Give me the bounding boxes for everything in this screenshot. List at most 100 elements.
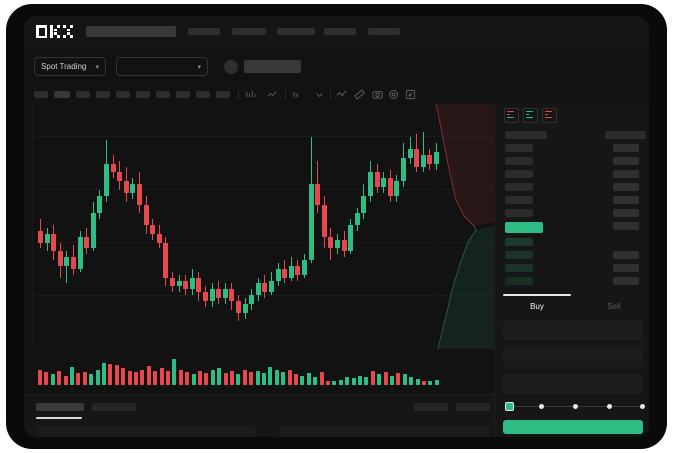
orderbook-col-header [505,131,547,139]
settings-icon[interactable] [388,89,399,100]
chart-interval-option[interactable] [116,91,130,98]
chart-interval-option[interactable] [196,91,210,98]
candlestick-chart-icon[interactable] [245,89,256,100]
orderbook-trade-panel: Buy Sell [494,104,649,437]
orderbook-row[interactable] [505,196,533,204]
chart-interval-option[interactable] [76,91,90,98]
candlestick [354,104,360,349]
volume-bar [146,366,151,385]
volume-bar [351,377,356,385]
candlestick [130,104,136,349]
candlestick [368,104,373,349]
header-nav-item[interactable] [188,28,220,35]
candlestick [374,104,380,349]
amount-slider-step[interactable] [640,404,645,409]
volume-bar [57,370,62,385]
volume-bar [402,374,407,385]
orderbook-row-value [613,222,639,230]
candlestick [123,104,129,349]
chevron-down-icon[interactable] [314,89,325,100]
candlestick [170,104,175,349]
candlestick [407,104,413,349]
amount-slider-handle[interactable] [505,402,514,411]
drawing-tools-icon[interactable] [336,89,347,100]
order-field[interactable] [503,347,643,367]
chart-gridlines [24,104,494,349]
orderbook-bids-icon[interactable] [523,108,538,123]
fullscreen-icon[interactable] [405,89,416,100]
header-nav-item[interactable] [232,28,266,35]
volume-bar [172,359,177,385]
volume-bar [108,363,113,385]
order-field[interactable] [503,374,643,394]
ruler-icon[interactable] [354,89,365,100]
orderbook-row[interactable] [505,170,533,178]
place-buy-order-button[interactable] [503,420,643,434]
volume-bar [287,369,292,385]
orderbook-row-value [613,170,639,178]
candlestick [282,104,288,349]
volume-bar [390,375,394,385]
amount-slider-step[interactable] [607,404,612,409]
volume-bar [76,373,81,385]
orderbook-row-value [613,196,639,204]
okx-logo[interactable] [36,25,76,38]
orderbook-row-value [613,183,639,191]
header-nav-item[interactable] [324,28,356,35]
candlestick [189,104,195,349]
header-search-placeholder[interactable] [86,26,176,37]
chart-interval-option[interactable] [176,91,190,98]
tab-buy[interactable]: Buy [530,302,544,311]
volume-bar [364,376,369,385]
volume-bar [306,373,311,385]
orderbook-row[interactable] [505,238,533,246]
orderbook-both-icon[interactable] [504,108,519,123]
line-chart-icon[interactable] [267,89,278,100]
orderbook-row[interactable] [505,157,533,165]
orders-tab-active[interactable] [36,403,84,411]
orderbook-row[interactable] [505,144,533,152]
chart-interval-option[interactable] [96,91,110,98]
candlestick [143,104,149,349]
chart-interval-option[interactable] [136,91,150,98]
volume-bar [281,372,286,385]
orderbook-row[interactable] [505,183,533,191]
orders-tab[interactable] [92,403,136,411]
candlestick [269,104,274,349]
candlestick [387,104,393,349]
volume-bar [114,364,119,385]
header-nav-item[interactable] [277,28,315,35]
chart-interval-option[interactable] [216,91,230,98]
orderbook-row[interactable] [505,277,533,285]
orderbook-row[interactable] [505,251,533,259]
camera-icon[interactable] [372,89,383,100]
orders-action[interactable] [414,403,448,411]
indicators-icon[interactable]: fx [292,89,303,100]
order-field[interactable] [503,320,643,340]
amount-slider-step[interactable] [539,404,544,409]
chart-interval-option-active[interactable] [54,91,70,98]
volume-bar [409,376,414,385]
candlestick [427,104,433,349]
header-nav-item[interactable] [368,28,400,35]
volume-bar [217,368,222,385]
candlestick [156,104,162,349]
price-chart[interactable] [24,104,494,349]
market-type-select[interactable]: Spot Trading ▾ [34,57,106,76]
pair-select[interactable]: ▾ [116,57,208,76]
orderbook-row-value [613,209,639,217]
orderbook-row[interactable] [505,209,533,217]
amount-slider-step[interactable] [573,404,578,409]
chart-interval-option[interactable] [34,91,48,98]
orderbook-asks-icon[interactable] [542,108,557,123]
candlestick [44,104,50,349]
chart-interval-option[interactable] [156,91,170,98]
chevron-down-icon: ▾ [197,63,201,71]
volume-bar [422,381,426,385]
volume-bar [204,373,209,385]
candlestick [361,104,367,349]
orders-action[interactable] [456,403,490,411]
tab-sell[interactable]: Sell [607,302,621,311]
orderbook-row-value [613,251,639,259]
orderbook-row[interactable] [505,264,533,272]
